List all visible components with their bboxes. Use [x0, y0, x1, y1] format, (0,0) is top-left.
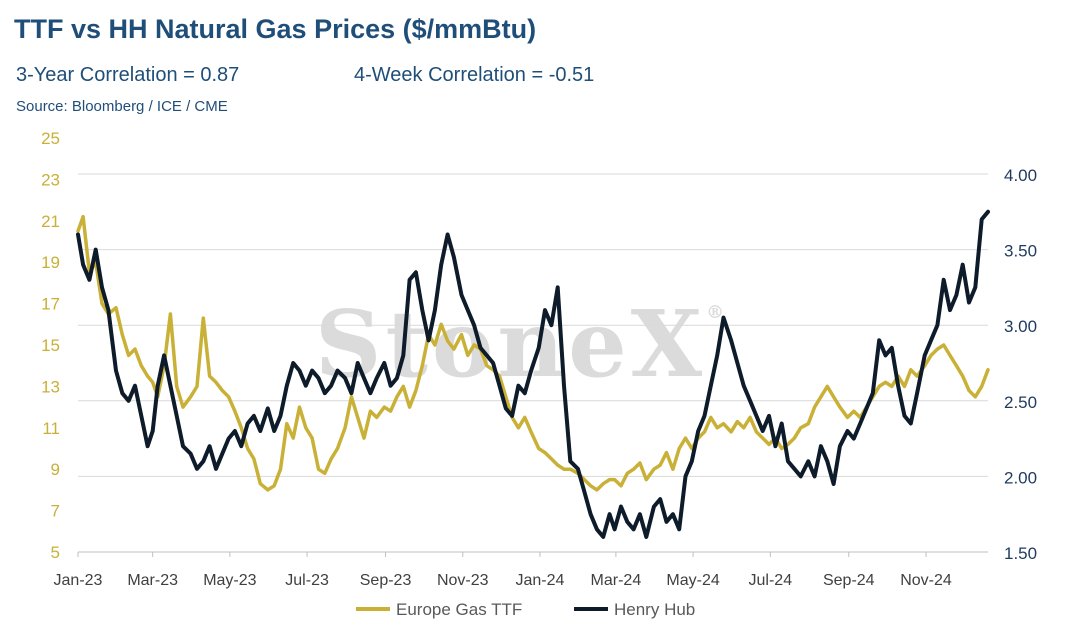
left-axis-tick-label: 13 — [41, 377, 60, 396]
stonex-watermark: StoneX® — [315, 290, 728, 398]
left-axis-tick-label: 9 — [51, 460, 60, 479]
x-axis-tick-label: Sep-24 — [823, 572, 875, 589]
chart-title: TTF vs HH Natural Gas Prices ($/mmBtu) — [14, 14, 537, 44]
x-axis-tick-label: Jan-24 — [516, 572, 565, 589]
right-axis-tick-label: 3.50 — [1004, 242, 1037, 261]
x-axis-tick-label: Nov-24 — [900, 572, 952, 589]
right-axis-tick-label: 4.00 — [1004, 166, 1037, 185]
legend-swatch-ttf — [356, 606, 390, 611]
four-week-correlation: 4-Week Correlation = -0.51 — [354, 64, 595, 86]
legend-item-ttf: Europe Gas TTF — [356, 600, 522, 620]
legend-swatch-henry-hub — [574, 606, 608, 611]
three-year-correlation: 3-Year Correlation = 0.87 — [16, 64, 240, 86]
x-axis-tick-label: Mar-23 — [127, 572, 178, 589]
legend-label-henry-hub: Henry Hub — [614, 600, 696, 619]
left-axis-tick-label: 23 — [41, 170, 60, 189]
x-axis-tick-label: Jul-24 — [749, 572, 793, 589]
left-axis-tick-label: 7 — [51, 502, 60, 521]
x-axis-tick-label: Mar-24 — [591, 572, 642, 589]
right-axis-tick-label: 2.00 — [1004, 468, 1037, 487]
legend-label-ttf: Europe Gas TTF — [396, 600, 523, 619]
source-note: Source: Bloomberg / ICE / CME — [16, 98, 228, 115]
watermark-text: StoneX — [315, 290, 707, 398]
x-axis-tick-label: Nov-23 — [437, 572, 489, 589]
series-line-henry-hub — [76, 209, 990, 539]
x-axis-tick-label: Jul-23 — [285, 572, 329, 589]
left-axis-tick-label: 11 — [42, 419, 60, 438]
right-axis-tick-label: 2.50 — [1004, 393, 1037, 412]
x-axis-tick-label: Sep-23 — [360, 572, 412, 589]
x-axis-tick-label: May-23 — [203, 572, 256, 589]
right-axis-tick-label: 1.50 — [1004, 544, 1037, 563]
left-axis-tick-label: 21 — [41, 212, 60, 231]
left-axis-tick-label: 15 — [41, 336, 60, 355]
left-axis-tick-label: 17 — [41, 295, 60, 314]
x-axis-tick-label: May-24 — [666, 572, 719, 589]
watermark-registered-mark: ® — [706, 302, 729, 323]
x-axis-tick-label: Jan-23 — [54, 572, 103, 589]
left-axis-tick-label: 19 — [41, 253, 60, 272]
legend: Europe Gas TTF Henry Hub — [0, 600, 1072, 622]
left-axis-tick-label: 25 — [41, 129, 60, 148]
right-axis-tick-label: 3.00 — [1004, 317, 1037, 336]
series-line-ttf — [76, 214, 990, 492]
left-axis-tick-label: 5 — [51, 543, 60, 562]
legend-item-henry-hub: Henry Hub — [574, 600, 695, 620]
